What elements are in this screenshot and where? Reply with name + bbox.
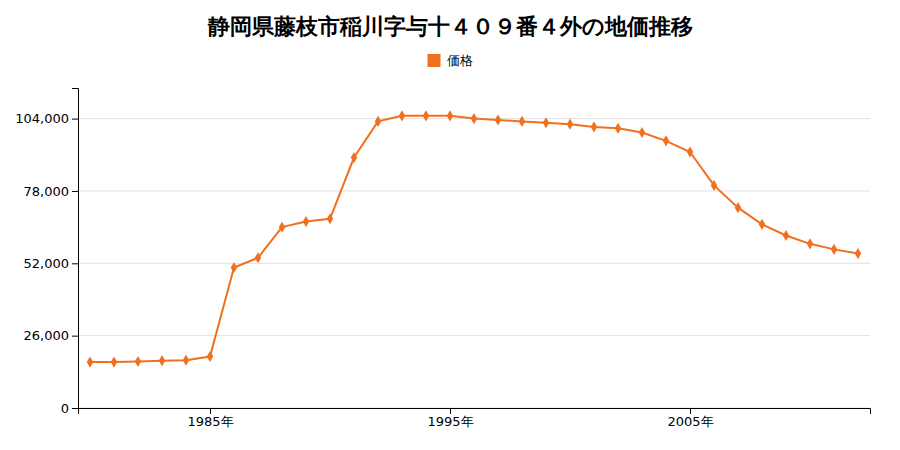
tick-label: 1985年 xyxy=(187,414,233,429)
tick-label: 0 xyxy=(61,401,69,416)
x-axis: 1985年 1995年 2005年 xyxy=(79,408,871,429)
y-axis: 0 26,000 52,000 78,000 104,000 xyxy=(15,89,78,416)
marker xyxy=(615,123,621,134)
marker xyxy=(255,252,261,263)
marker xyxy=(783,230,789,241)
marker xyxy=(207,351,213,362)
marker xyxy=(591,121,597,132)
marker xyxy=(159,355,165,366)
tick: 52,000 xyxy=(24,256,79,271)
marker xyxy=(831,244,837,255)
markers xyxy=(87,110,861,367)
tick-label: 2005年 xyxy=(667,414,713,429)
marker xyxy=(303,216,309,227)
grid-line xyxy=(78,335,870,336)
tick-label: 104,000 xyxy=(15,111,69,126)
marker xyxy=(543,117,549,128)
marker xyxy=(111,357,117,368)
marker xyxy=(183,355,189,366)
marker xyxy=(87,357,93,368)
grid-line xyxy=(78,190,870,191)
tick: 26,000 xyxy=(24,328,79,343)
marker xyxy=(711,180,717,191)
line xyxy=(90,116,858,362)
legend-swatch xyxy=(428,54,441,67)
marker xyxy=(375,116,381,127)
marker xyxy=(327,213,333,224)
marker xyxy=(471,113,477,124)
tick: 1985年 xyxy=(187,408,233,429)
tick-label: 1995年 xyxy=(427,414,473,429)
legend-item: 価格 xyxy=(428,53,473,68)
marker xyxy=(423,110,429,121)
marker xyxy=(663,135,669,146)
tick-mark xyxy=(210,408,211,414)
axis-line xyxy=(79,409,871,415)
marker xyxy=(495,114,501,125)
tick-label: 52,000 xyxy=(24,256,70,271)
tick: 78,000 xyxy=(24,184,79,199)
marker xyxy=(567,119,573,130)
marker xyxy=(855,248,861,259)
tick-mark xyxy=(72,119,78,120)
marker xyxy=(639,127,645,138)
axis-line xyxy=(72,89,79,409)
tick-mark xyxy=(690,408,691,414)
plot-area: 1985年 1995年 2005年 0 26,000 52,000 78,000 104,00… xyxy=(15,89,870,430)
tick-label: 26,000 xyxy=(24,328,70,343)
marker xyxy=(687,146,693,157)
marker xyxy=(399,110,405,121)
tick-mark xyxy=(72,191,78,192)
tick: 0 xyxy=(61,401,78,416)
marker xyxy=(135,356,141,367)
marker xyxy=(735,202,741,213)
tick-mark xyxy=(72,408,78,409)
title: 静岡県藤枝市稲川字与十４０９番４外の地価推移 xyxy=(207,14,693,39)
marker xyxy=(807,238,813,249)
legend-label: 価格 xyxy=(447,53,473,68)
tick-label: 78,000 xyxy=(24,184,70,199)
marker xyxy=(447,110,453,121)
grid xyxy=(78,119,870,408)
marker xyxy=(279,222,285,233)
tick: 2005年 xyxy=(667,408,713,429)
marker xyxy=(519,116,525,127)
tick-mark xyxy=(450,408,451,414)
legend: 価格 xyxy=(428,53,473,68)
tick-mark xyxy=(72,263,78,264)
grid-line xyxy=(78,263,870,264)
marker xyxy=(231,262,237,273)
marker xyxy=(759,219,765,230)
chart: 1985年 1995年 2005年 0 26,000 52,000 78,000 104,00… xyxy=(0,0,900,450)
tick: 1995年 xyxy=(427,408,473,429)
series-group xyxy=(87,110,861,367)
tick: 104,000 xyxy=(15,111,78,126)
tick-mark xyxy=(72,336,78,337)
marker xyxy=(351,152,357,163)
